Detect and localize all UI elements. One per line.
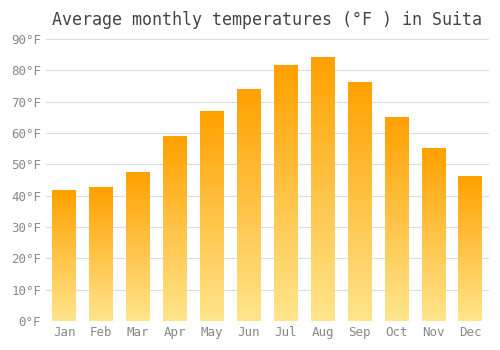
Title: Average monthly temperatures (°F ) in Suita: Average monthly temperatures (°F ) in Su… bbox=[52, 11, 482, 29]
